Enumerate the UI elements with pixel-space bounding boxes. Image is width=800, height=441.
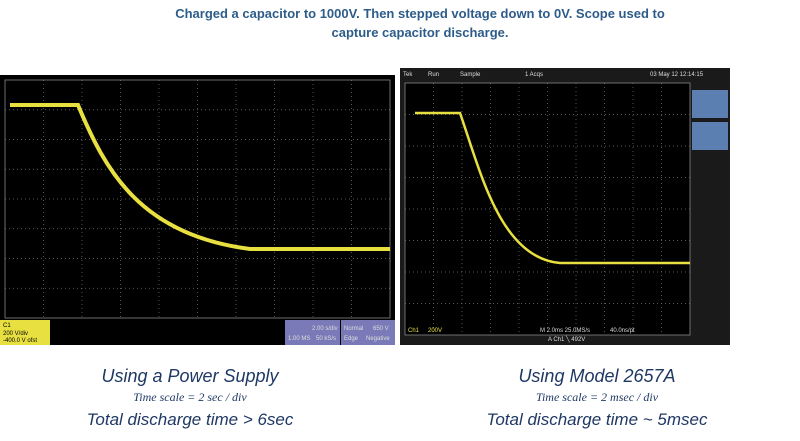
scope-label: -400.0 V ofst xyxy=(3,338,37,344)
scope-label: 200 V/div xyxy=(3,331,28,337)
caption: Using a Power Supply xyxy=(101,366,279,386)
title-line: capture capacitor discharge. xyxy=(331,25,508,40)
scope-label: M 2.0ms 25.0MS/s xyxy=(540,328,590,334)
discharge-time: Total discharge time ~ 5msec xyxy=(487,410,708,429)
scope-label: A Ch1 ╲ 492V xyxy=(548,335,585,343)
scope-label: Run xyxy=(428,72,439,78)
title-line: Charged a capacitor to 1000V. Then stepp… xyxy=(175,6,665,21)
scope-label: 2.00 s/div xyxy=(312,326,338,332)
scope-label: 40.0ns/pt xyxy=(610,328,635,334)
scope-label: Tek xyxy=(403,72,413,78)
scope-label: Negative xyxy=(366,336,390,342)
time-scale: Time scale = 2 msec / div xyxy=(536,390,659,404)
scope-label: Sample xyxy=(460,72,481,78)
caption: Using Model 2657A xyxy=(518,366,675,386)
right-scope: Tek Run Sample 1 Acqs 03 May 12 12:14:15… xyxy=(400,68,730,345)
left-scope: C1 200 V/div -400.0 V ofst 2.00 s/div 1.… xyxy=(0,75,395,345)
time-scale: Time scale = 2 sec / div xyxy=(133,390,247,404)
scope-label: 200V xyxy=(428,328,442,334)
scope-label: 03 May 12 12:14:15 xyxy=(650,72,704,78)
scope-label: C1 xyxy=(3,323,11,329)
scope-label: 1 Acqs xyxy=(525,72,543,78)
discharge-time: Total discharge time > 6sec xyxy=(87,410,294,429)
scope-label: 1.00 MS xyxy=(288,336,310,342)
scope-label: Edge xyxy=(344,336,359,342)
scope-label: 50 kS/s xyxy=(316,336,336,342)
scope-label: 650 V xyxy=(373,326,389,332)
scope-label: Normal xyxy=(344,326,363,332)
scope-label: Ch1 xyxy=(408,328,420,334)
